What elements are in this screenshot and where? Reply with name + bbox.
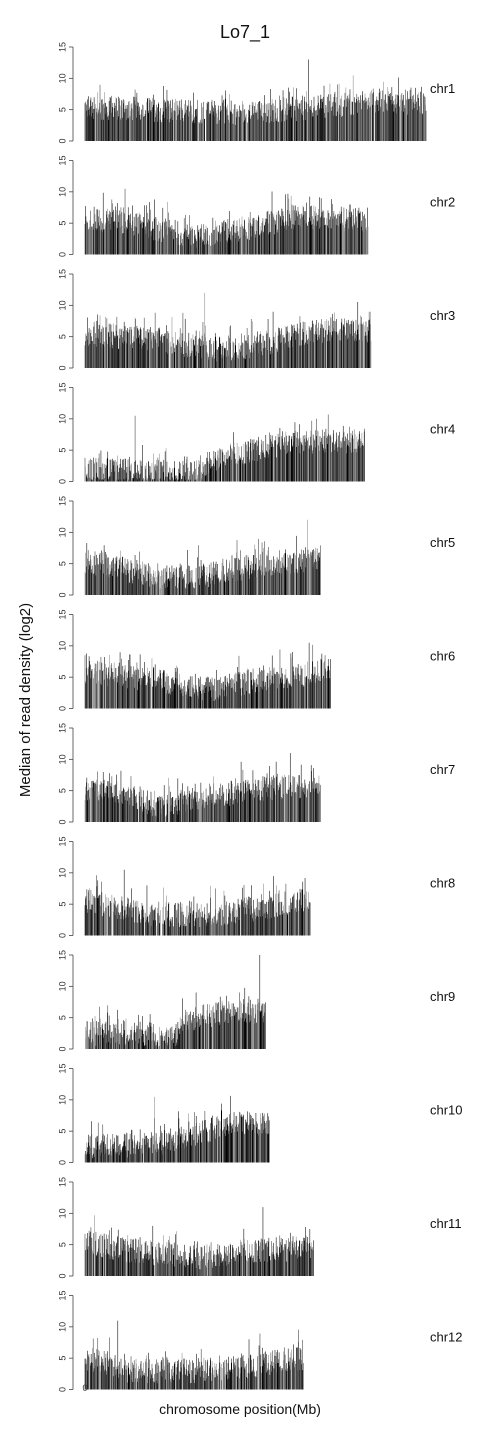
density-bars: [84, 753, 321, 822]
y-tick-label: 0: [57, 819, 67, 824]
density-bars: [84, 642, 331, 709]
y-tick-label: 10: [57, 527, 67, 537]
y-tick-label: 15: [57, 950, 67, 960]
chromosome-label-chr4: chr4: [430, 422, 455, 437]
density-bars: [85, 955, 266, 1049]
y-tick-label: 5: [57, 334, 67, 339]
density-bars: [84, 292, 372, 368]
y-tick-label: 15: [57, 723, 67, 733]
chromosome-label-chr10: chr10: [430, 1103, 463, 1118]
panel-chr5: 0 5 10 15 chr5: [57, 496, 455, 598]
y-tick-label: 5: [57, 1015, 67, 1020]
chromosome-label-chr2: chr2: [430, 195, 455, 210]
chromosome-label-chr9: chr9: [430, 989, 455, 1004]
y-tick-label: 0: [57, 592, 67, 597]
y-tick-label: 5: [57, 1129, 67, 1134]
y-tick-label: 0: [57, 479, 67, 484]
y-tick-label: 5: [57, 561, 67, 566]
y-tick-label: 10: [57, 73, 67, 83]
y-tick-label: 0: [57, 365, 67, 370]
density-bars: [84, 1095, 270, 1163]
y-tick-label: 0: [57, 138, 67, 143]
density-bars: [84, 414, 365, 482]
y-tick-label: 15: [57, 1063, 67, 1073]
panel-chr8: 0 5 10 15 chr8: [57, 836, 455, 938]
density-bars: [84, 188, 369, 255]
y-tick-label: 10: [57, 754, 67, 764]
y-tick-label: 10: [57, 1095, 67, 1105]
panel-chr6: 0 5 10 15 chr6: [57, 609, 455, 711]
density-bars: [84, 59, 427, 141]
y-tick-label: 0: [57, 706, 67, 711]
panel-chr7: 0 5 10 15 chr7: [57, 723, 455, 825]
chart-title: Lo7_1: [220, 22, 270, 43]
y-tick-label: 5: [57, 107, 67, 112]
y-tick-label: 10: [57, 187, 67, 197]
y-tick-label: 5: [57, 788, 67, 793]
density-bars: [84, 869, 311, 936]
panel-chr1: 0 5 10 15 chr1: [57, 42, 455, 144]
y-tick-label: 0: [57, 1046, 67, 1051]
y-tick-label: 15: [57, 42, 67, 52]
y-tick-label: 10: [57, 300, 67, 310]
y-tick-label: 15: [57, 496, 67, 506]
y-tick-label: 15: [57, 609, 67, 619]
y-tick-label: 5: [57, 675, 67, 680]
panel-chr9: 0 5 10 15 chr9: [57, 950, 455, 1052]
y-tick-label: 10: [57, 641, 67, 651]
y-tick-label: 5: [57, 221, 67, 226]
chromosome-label-chr7: chr7: [430, 762, 455, 777]
y-tick-label: 15: [57, 382, 67, 392]
panel-chr2: 0 5 10 15 chr2: [57, 155, 455, 257]
y-tick-label: 0: [57, 1160, 67, 1165]
y-tick-label: 15: [57, 155, 67, 165]
y-tick-label: 0: [57, 252, 67, 257]
density-bars: [84, 519, 321, 595]
y-tick-label: 10: [57, 868, 67, 878]
y-tick-label: 10: [57, 414, 67, 424]
chromosome-label-chr1: chr1: [430, 81, 455, 96]
panel-chr4: 0 5 10 15 chr4: [57, 382, 455, 484]
y-tick-label: 10: [57, 981, 67, 991]
chromosome-label-chr8: chr8: [430, 876, 455, 891]
y-tick-label: 0: [57, 933, 67, 938]
y-tick-label: 5: [57, 448, 67, 453]
panel-chr10: 0 5 10 15 chr10: [57, 1063, 462, 1165]
chromosome-panels: 051015chr1051015chr2051015chr3051015chr4…: [57, 42, 462, 1392]
y-tick-label: 5: [57, 902, 67, 907]
y-tick-label: 15: [57, 269, 67, 279]
chromosome-label-chr5: chr5: [430, 535, 455, 550]
chromosome-label-chr3: chr3: [430, 308, 455, 323]
panel-chr3: 0 5 10 15 chr3: [57, 269, 455, 371]
chromosome-label-chr6: chr6: [430, 649, 455, 664]
y-axis-title: Median of read density (log2): [17, 603, 34, 797]
y-tick-label: 15: [57, 836, 67, 846]
